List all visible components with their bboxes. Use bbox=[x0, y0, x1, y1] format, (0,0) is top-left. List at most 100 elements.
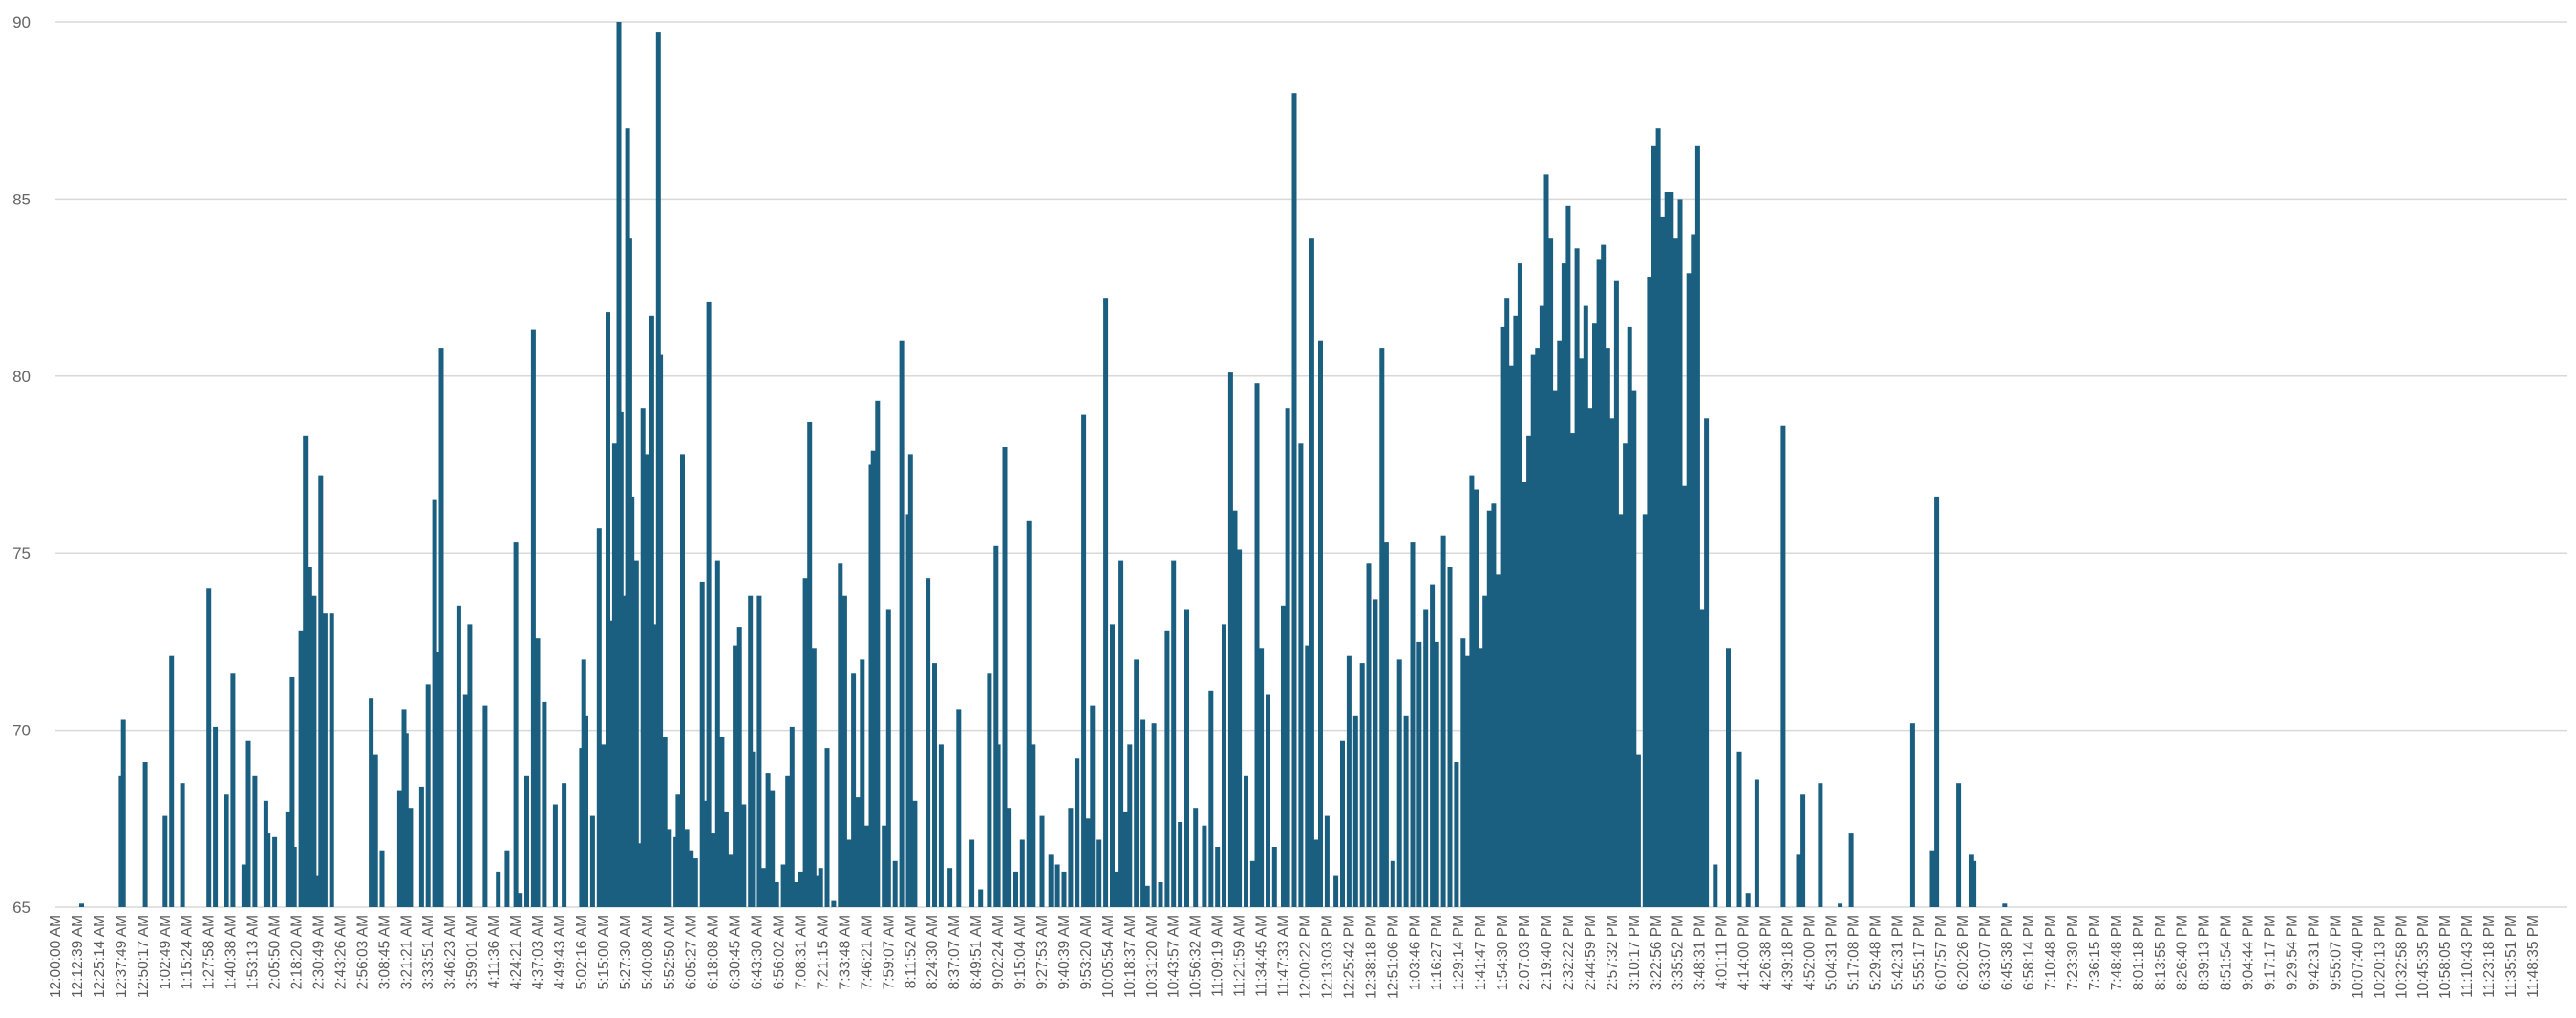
data-bar bbox=[230, 673, 236, 907]
data-bar bbox=[629, 496, 635, 907]
data-bar bbox=[1434, 641, 1439, 907]
data-bar bbox=[1068, 808, 1074, 907]
data-bar bbox=[601, 744, 607, 907]
data-bar bbox=[162, 815, 168, 907]
x-tick-label: 9:55:07 PM bbox=[2328, 915, 2344, 990]
x-tick-label: 8:39:13 PM bbox=[2197, 915, 2213, 990]
data-bar bbox=[993, 545, 999, 907]
x-tick-label: 5:52:50 AM bbox=[662, 915, 678, 989]
data-bar bbox=[1215, 847, 1221, 907]
data-bar bbox=[1631, 390, 1637, 908]
data-bar bbox=[311, 595, 317, 907]
data-bar bbox=[765, 773, 771, 907]
x-tick-label: 11:10:43 PM bbox=[2459, 915, 2476, 998]
x-tick-label: 3:21:21 AM bbox=[398, 915, 415, 989]
data-bar bbox=[1587, 408, 1593, 907]
data-bar bbox=[1557, 340, 1563, 907]
data-bar bbox=[322, 613, 328, 907]
x-tick-label: 10:56:32 AM bbox=[1188, 915, 1204, 998]
data-bar bbox=[733, 645, 738, 907]
x-tick-label: 2:56:03 AM bbox=[354, 915, 371, 989]
data-bar bbox=[875, 400, 881, 907]
data-bar bbox=[907, 454, 913, 907]
x-tick-label: 11:35:51 PM bbox=[2503, 915, 2520, 998]
data-bar bbox=[1013, 871, 1018, 907]
x-tick-label: 1:41:47 PM bbox=[1473, 915, 1489, 990]
data-bar bbox=[789, 726, 795, 907]
data-bar bbox=[310, 758, 316, 907]
data-bar bbox=[1048, 854, 1054, 907]
data-bar bbox=[462, 694, 468, 907]
data-bar bbox=[504, 850, 510, 907]
data-bar bbox=[1677, 199, 1683, 907]
x-tick-label: 12:37:49 AM bbox=[114, 915, 130, 998]
data-bar bbox=[838, 563, 843, 907]
data-bar bbox=[1340, 740, 1345, 907]
data-bar bbox=[1309, 238, 1314, 907]
x-tick-label: 9:02:24 AM bbox=[990, 915, 1007, 989]
data-bar bbox=[1469, 475, 1475, 907]
data-bar bbox=[969, 839, 975, 907]
x-tick-label: 11:21:59 AM bbox=[1232, 915, 1248, 997]
data-bar bbox=[1396, 659, 1402, 907]
data-bar bbox=[285, 811, 290, 907]
data-bar bbox=[1110, 624, 1115, 907]
x-tick-label: 6:58:14 PM bbox=[2021, 915, 2037, 990]
data-bar bbox=[79, 903, 84, 907]
y-tick-label: 85 bbox=[12, 190, 31, 208]
data-bar bbox=[785, 775, 791, 907]
data-bar bbox=[1613, 280, 1619, 907]
data-bar bbox=[1522, 482, 1527, 907]
data-bar bbox=[855, 797, 861, 907]
data-bar bbox=[1699, 609, 1705, 907]
data-bar bbox=[1583, 305, 1588, 908]
data-bar bbox=[1642, 514, 1648, 907]
data-bar bbox=[870, 450, 876, 907]
data-bar bbox=[1383, 542, 1389, 907]
data-bar bbox=[1592, 323, 1597, 907]
data-bar bbox=[224, 794, 229, 907]
data-bar bbox=[802, 578, 808, 907]
x-tick-label: 8:24:30 AM bbox=[925, 915, 941, 989]
data-bar bbox=[1019, 839, 1025, 907]
data-bar bbox=[863, 825, 869, 907]
data-bar bbox=[1249, 860, 1255, 907]
data-bar bbox=[618, 411, 624, 907]
x-tick-label: 4:39:18 PM bbox=[1780, 915, 1797, 990]
data-bar bbox=[1244, 775, 1248, 907]
x-tick-label: 6:56:02 AM bbox=[772, 915, 788, 989]
data-bar bbox=[846, 839, 852, 907]
data-bar bbox=[1647, 277, 1652, 907]
x-tick-label: 2:05:50 AM bbox=[267, 915, 284, 989]
y-tick-label: 80 bbox=[12, 368, 31, 386]
x-tick-label: 10:45:35 PM bbox=[2416, 915, 2432, 999]
data-bar bbox=[1134, 659, 1139, 907]
data-bar bbox=[711, 833, 716, 907]
data-bar bbox=[1818, 783, 1823, 907]
data-bar bbox=[318, 475, 324, 907]
data-bar bbox=[1061, 871, 1067, 907]
x-tick-label: 6:45:38 PM bbox=[1999, 915, 2015, 990]
x-tick-label: 11:34:45 AM bbox=[1254, 915, 1270, 997]
x-tick-label: 7:46:21 AM bbox=[859, 915, 875, 989]
x-tick-label: 12:00:22 PM bbox=[1297, 915, 1313, 999]
x-tick-label: 9:04:44 PM bbox=[2241, 915, 2257, 990]
x-tick-label: 7:36:15 PM bbox=[2087, 915, 2103, 990]
data-bar bbox=[496, 871, 501, 907]
x-tick-label: 3:48:31 PM bbox=[1692, 915, 1709, 990]
data-bar bbox=[1259, 648, 1265, 907]
x-tick-label: 2:19:40 PM bbox=[1539, 915, 1555, 990]
data-bar bbox=[1403, 715, 1409, 907]
data-bar bbox=[1352, 715, 1358, 907]
x-tick-label: 9:17:17 PM bbox=[2263, 915, 2279, 990]
data-bar bbox=[831, 900, 837, 907]
data-bar bbox=[180, 783, 185, 907]
data-bar bbox=[1627, 326, 1632, 907]
data-bar bbox=[750, 751, 756, 907]
data-bar bbox=[467, 624, 473, 907]
x-tick-label: 4:52:00 PM bbox=[1801, 915, 1818, 990]
data-bar bbox=[1513, 315, 1519, 907]
data-bar bbox=[596, 528, 602, 907]
data-bar bbox=[1164, 630, 1170, 907]
